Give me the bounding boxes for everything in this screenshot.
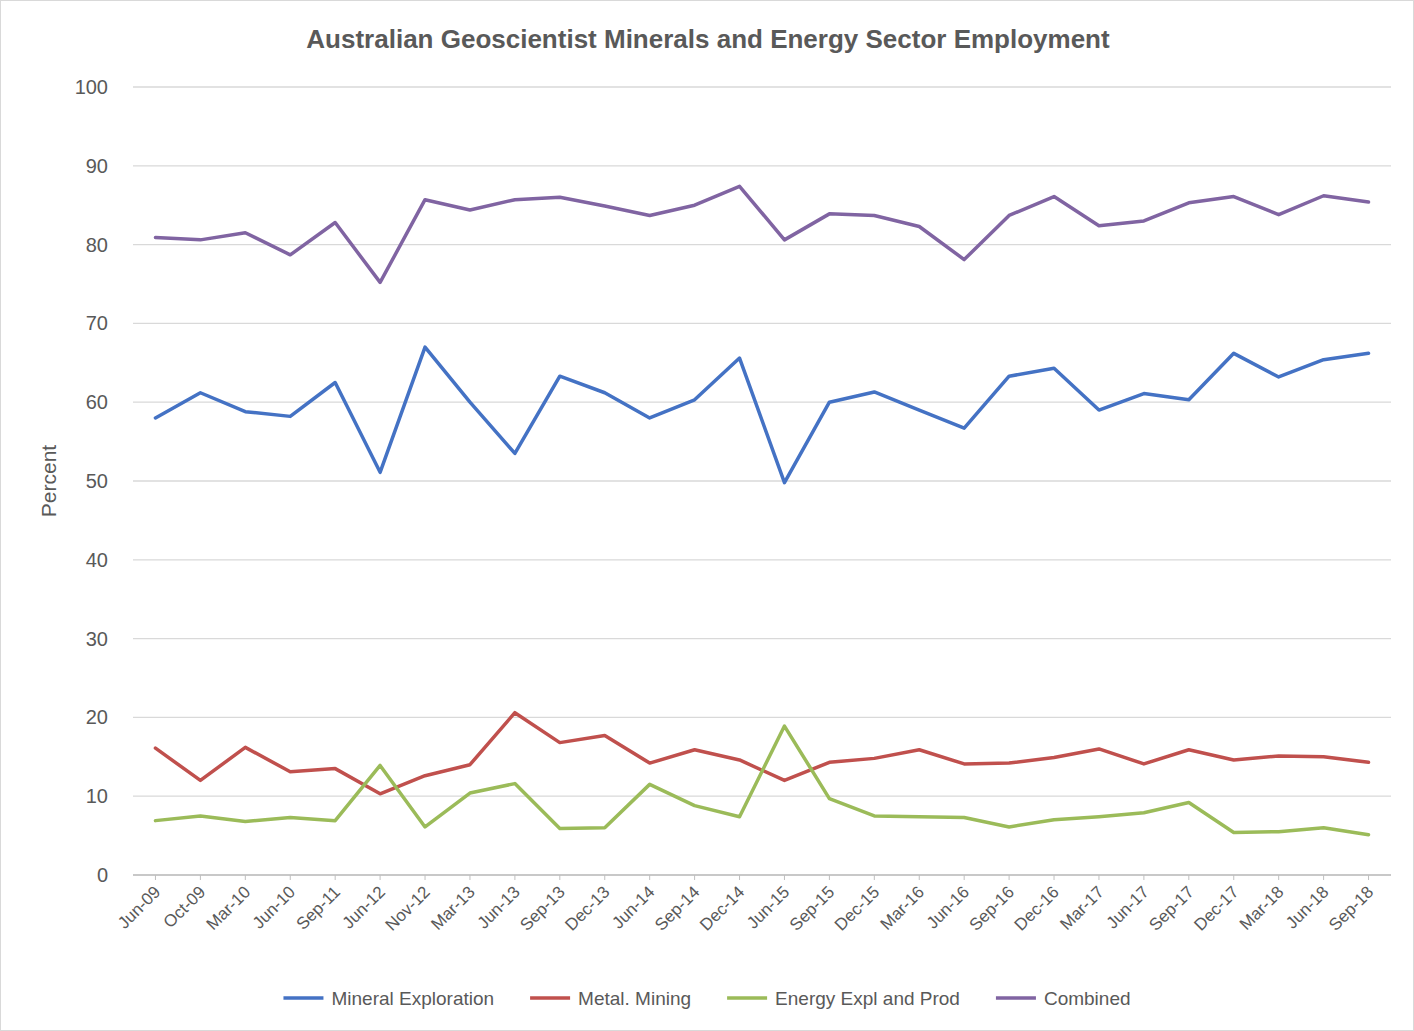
grid-line	[133, 874, 1391, 875]
y-axis-label: Percent	[37, 445, 60, 518]
grid-line	[133, 717, 1391, 718]
x-tick	[829, 875, 830, 880]
x-tick-label: Jun-10	[249, 882, 299, 932]
legend-label: Energy Expl and Prod	[775, 988, 960, 1009]
x-tick	[784, 875, 785, 880]
grid-line	[133, 165, 1391, 166]
y-tick-label: 70	[86, 312, 108, 334]
x-tick-label: Jun-16	[923, 882, 973, 932]
legend-swatch	[530, 996, 570, 1000]
legend: Mineral Exploration Metal. Mining Energy E…	[283, 988, 1130, 1009]
x-tick	[694, 875, 695, 880]
chart: Australian Geoscientist Minerals and Ene…	[0, 0, 1414, 1031]
x-tick	[1098, 875, 1099, 880]
grid-line	[133, 402, 1391, 403]
x-tick	[380, 875, 381, 880]
y-tick-label: 10	[86, 785, 108, 807]
x-tick	[1278, 875, 1279, 880]
x-tick-label: Dec-13	[561, 882, 613, 934]
x-tick	[919, 875, 920, 880]
x-tick	[469, 875, 470, 880]
x-tick-label: Sep-18	[1325, 882, 1377, 934]
x-tick-label: Dec-15	[831, 882, 883, 934]
legend-label: Mineral Exploration	[331, 988, 494, 1009]
plot-area	[155, 186, 1368, 835]
legend-label: Combined	[1044, 988, 1131, 1009]
series-line	[155, 726, 1368, 835]
x-tick-label: Sep-14	[651, 882, 703, 934]
y-tick-label: 40	[86, 549, 108, 571]
x-tick	[1233, 875, 1234, 880]
grid-line	[133, 323, 1391, 324]
grid-line	[133, 638, 1391, 639]
x-tick-label: Dec-16	[1011, 882, 1063, 934]
x-tick	[1054, 875, 1055, 880]
x-tick	[155, 875, 156, 880]
x-tick	[1143, 875, 1144, 880]
x-tick	[1188, 875, 1189, 880]
x-tick	[200, 875, 201, 880]
x-tick	[514, 875, 515, 880]
x-tick	[1368, 875, 1369, 880]
grid-line	[133, 480, 1391, 481]
x-tick	[964, 875, 965, 880]
legend-swatch	[283, 996, 323, 1000]
x-tick-label: Sep-11	[293, 882, 344, 933]
y-tick-label: 30	[86, 628, 108, 650]
x-tick-label: Mar-18	[1236, 882, 1288, 934]
x-tick-label: Mar-16	[877, 882, 929, 934]
legend-label: Metal. Mining	[578, 988, 691, 1009]
title: Australian Geoscientist Minerals and Ene…	[306, 24, 1110, 54]
x-tick-label: Jun-18	[1282, 882, 1332, 932]
x-tick	[604, 875, 605, 880]
x-tick-label: Jun-09	[114, 882, 164, 932]
x-axis-line	[133, 874, 1391, 875]
x-tick-label: Jun-15	[743, 882, 793, 932]
x-tick-label: Jun-12	[339, 882, 389, 932]
series-line	[155, 347, 1368, 483]
x-tick	[335, 875, 336, 880]
y-tick-label: 20	[86, 706, 108, 728]
x-tick	[290, 875, 291, 880]
legend-swatch	[727, 996, 767, 1000]
x-tick	[739, 875, 740, 880]
y-tick-label: 100	[75, 76, 108, 98]
x-tick-label: Dec-14	[696, 882, 748, 934]
x-tick	[649, 875, 650, 880]
x-tick	[559, 875, 560, 880]
x-tick	[1009, 875, 1010, 880]
grid-line	[133, 559, 1391, 560]
x-tick	[1323, 875, 1324, 880]
x-tick-label: Nov-12	[382, 882, 434, 934]
series-line	[155, 186, 1368, 282]
x-tick-label: Jun-14	[608, 882, 658, 932]
x-tick-label: Sep-16	[966, 882, 1018, 934]
x-tick	[874, 875, 875, 880]
y-tick-label: 0	[97, 864, 108, 886]
series-line	[155, 713, 1368, 794]
x-tick-label: Oct-09	[160, 882, 210, 932]
y-tick-label: 50	[86, 470, 108, 492]
y-tick-label: 90	[86, 155, 108, 177]
x-tick-label: Sep-17	[1145, 882, 1197, 934]
x-tick	[245, 875, 246, 880]
x-tick	[425, 875, 426, 880]
background	[1, 1, 1414, 1031]
grid-line	[133, 86, 1391, 87]
x-tick-label: Sep-13	[516, 882, 568, 934]
x-tick-label: Mar-10	[203, 882, 255, 934]
x-tick-label: Mar-13	[427, 882, 479, 934]
x-tick-label: Jun-17	[1103, 882, 1153, 932]
x-tick-label: Jun-13	[474, 882, 524, 932]
y-tick-label: 80	[86, 234, 108, 256]
x-tick-label: Mar-17	[1056, 882, 1108, 934]
legend-swatch	[996, 996, 1036, 1000]
x-tick-label: Sep-15	[786, 882, 838, 934]
x-tick-label: Dec-17	[1190, 882, 1242, 934]
y-tick-label: 60	[86, 391, 108, 413]
grid-line	[133, 796, 1391, 797]
grid-line	[133, 244, 1391, 245]
